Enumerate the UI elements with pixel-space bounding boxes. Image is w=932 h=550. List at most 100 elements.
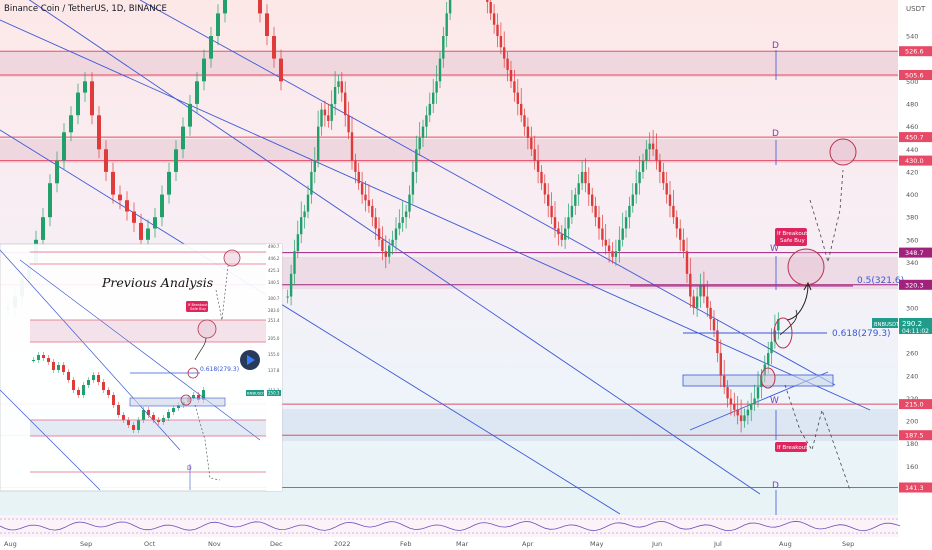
candle-body [628,205,631,218]
candle-body [672,205,675,218]
svg-text:Safe Buy: Safe Buy [190,307,207,311]
candle-body [132,211,136,223]
resistance-zone-mid [0,139,898,163]
candle-body [739,415,743,422]
inset-candle [137,420,140,430]
x-axis-panel [0,537,898,550]
candle-body [767,353,770,365]
y-tick-11: 300 [906,304,918,312]
candle-body [604,239,607,246]
x-tick-2: Oct [144,540,156,548]
candle-body [587,183,590,195]
label-d-bottom: D [772,481,779,491]
rsi-line [0,520,901,532]
safe-buy-tag [775,228,807,246]
candle-body [536,160,540,172]
candle-body [97,115,101,150]
candle-body [709,307,712,320]
candle-body [520,103,523,116]
svg-text:BNBUSDT: BNBUSDT [874,322,900,328]
candle-body [641,160,645,172]
candle-body [139,222,143,240]
symbol-tag [872,318,898,328]
level-tag-label-8: 141.3 [905,484,924,492]
inset-candle [172,408,175,412]
candle-body [695,296,699,308]
candle-body [763,364,766,376]
level-tag-label-0: 526.6 [905,48,924,56]
x-axis: Aug Sep Oct Nov Dec 2022 Feb Mar Apr May Jun Jul Aug… [4,540,854,548]
label-d-mid: D [772,129,779,139]
candle-body [360,183,364,195]
candle-body [448,0,452,14]
level-tag-0 [899,46,932,57]
candle-body [125,200,129,212]
candle-body [726,387,729,399]
candle-body [692,296,695,308]
candle-body [723,375,726,388]
label-w-lower: W [770,396,779,406]
inset-candle [167,412,170,418]
inset-candle [37,355,40,360]
candle-body [317,126,320,161]
level-tag-1 [899,70,932,80]
svg-text:If Breakout: If Breakout [188,303,208,307]
candle-body [160,194,164,218]
candle-body [513,81,516,93]
candle-body [540,171,543,184]
candle-body [716,330,719,354]
candle-body [340,81,343,93]
y-tick-8: 360 [906,236,918,244]
candle-body [418,137,421,150]
candle-body [496,24,499,36]
candle-body [286,296,289,298]
candle-body [594,205,597,218]
candle-body [411,171,415,195]
x-tick-5: 2022 [334,540,351,548]
candle-body [607,245,611,252]
inset-axis-label-9: 137.8 [268,368,280,373]
svg-text:If Breakout: If Breakout [777,231,808,237]
candle-body [574,194,577,206]
candle-body [313,160,316,172]
inset-candle [202,390,205,400]
inset-candle [152,415,155,420]
candle-body [584,171,587,184]
candle-body [76,92,80,116]
y-tick-1: 500 [906,78,918,86]
candle-body [408,194,411,212]
candle-body [293,251,296,274]
candle-body [712,319,716,331]
breakout-tag [775,442,807,452]
candle-body [570,205,574,218]
inset-candle [62,365,65,372]
chart-title: Binance Coin / TetherUS, 1D, BINANCE [4,4,167,14]
inset-candle [97,375,100,382]
candle-body [648,143,651,150]
inset-axis-label-4: 300.7 [268,296,280,301]
label-d-top: D [772,41,779,51]
inset-candle [47,358,50,362]
x-tick-10: Jun [651,540,662,548]
candle-body [557,228,560,235]
candle-body [662,171,665,184]
candle-body [364,194,367,201]
candle-body [320,109,323,127]
candle-body [679,228,682,240]
candle-body [432,92,435,104]
target-circle-mid [787,248,825,286]
candle-body [736,409,739,416]
inset-candle [177,405,180,408]
candle-body [300,217,303,235]
y-tick-13: 260 [906,350,918,358]
candle-body [489,2,492,14]
candle-body [621,228,624,240]
inset-candle [87,380,90,385]
candle-body [62,132,66,161]
candle-body [398,222,401,229]
y-axis-panel [898,0,932,550]
inset-axis-label-7: 205.0 [268,336,280,341]
candle-body [746,409,750,416]
inset-axis-label-6: 251.4 [268,318,280,323]
